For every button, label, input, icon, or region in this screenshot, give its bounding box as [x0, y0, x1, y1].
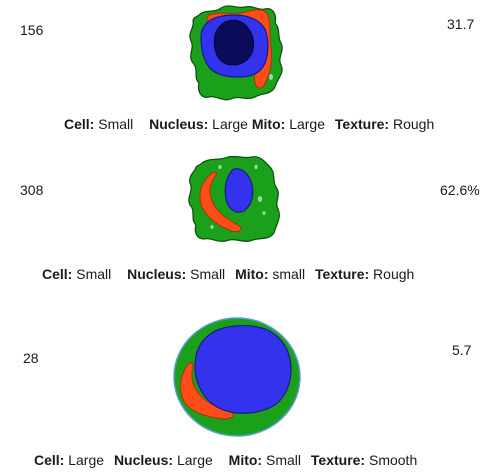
cell-1-nucleus-label: Nucleus: — [149, 116, 209, 132]
cell-2-mitochondria — [199, 171, 242, 232]
cell-2-vesicle — [257, 196, 263, 202]
cell-2-caption: Cell: Small Nucleus: Small Mito: small T… — [42, 266, 414, 282]
cell-2-nucleus-value: Small — [190, 266, 226, 282]
cell-1-nucleus-value: Large — [212, 116, 248, 132]
cell-1-cell-value: Small — [98, 116, 134, 132]
cell-2-mito-value: small — [272, 266, 306, 282]
cell-2-texture-value: Rough — [373, 266, 415, 282]
cell-1-mito-value: Large — [289, 116, 325, 132]
cell-1-texture-label: Texture: — [334, 116, 390, 132]
cell-2-cell-value: Small — [76, 266, 112, 282]
cell-2-count: 308 — [20, 182, 44, 198]
cell-3-illustration — [173, 317, 301, 437]
cell-1-mito-label: Mito: — [251, 116, 286, 132]
cell-3-caption: Cell: Large Nucleus: Large Mito: Small T… — [34, 452, 417, 468]
cell-3-mito-value: Small — [265, 452, 301, 468]
cell-3-percent: 5.7 — [452, 342, 472, 358]
cell-3-cell-value: Large — [68, 452, 105, 468]
cell-2-vesicle — [254, 164, 258, 170]
cell-2-nucleus — [224, 168, 254, 213]
cell-panel-3: 28 5.7 Cell: Large Nucleus: Large Mito: … — [0, 300, 493, 475]
cell-2-vesicle — [262, 211, 266, 215]
cell-1-texture-value: Rough — [392, 116, 435, 132]
cell-3-texture-value: Smooth — [368, 452, 418, 468]
cell-2-cell-label: Cell: — [42, 266, 73, 282]
cell-3-mito-label: Mito: — [228, 452, 263, 468]
cell-1-percent: 31.7 — [447, 16, 475, 32]
cell-panel-1: 156 31.7 Cell: Small Nucleus: Large Mito… — [0, 0, 493, 150]
cell-2-percent: 62.6% — [440, 182, 480, 198]
cell-1-illustration — [189, 5, 283, 101]
cell-1-cell-label: Cell: — [64, 116, 95, 132]
cell-3-nucleus — [194, 325, 292, 414]
cell-panel-2: 308 62.6% Cell: Small Nucleus: Small Mit… — [0, 150, 493, 300]
cell-3-texture-label: Texture: — [310, 452, 366, 468]
cell-2-mito-label: Mito: — [235, 266, 269, 282]
cell-1-caption: Cell: Small Nucleus: Large Mito: Large T… — [64, 116, 434, 132]
cell-2-illustration — [188, 155, 280, 243]
cell-2-vesicle — [218, 165, 222, 169]
cell-1-vesicle — [269, 74, 273, 80]
cell-2-nucleus-label: Nucleus: — [127, 266, 187, 282]
cell-3-count: 28 — [23, 350, 39, 366]
cell-3-nucleus-value: Large — [176, 452, 213, 468]
cell-3-cell-label: Cell: — [34, 452, 65, 468]
cell-1-count: 156 — [20, 22, 44, 38]
cell-1-nucleolus — [213, 19, 254, 66]
cell-2-vesicle — [210, 225, 214, 229]
cell-3-nucleus-label: Nucleus: — [113, 452, 174, 468]
cell-2-texture-label: Texture: — [314, 266, 370, 282]
